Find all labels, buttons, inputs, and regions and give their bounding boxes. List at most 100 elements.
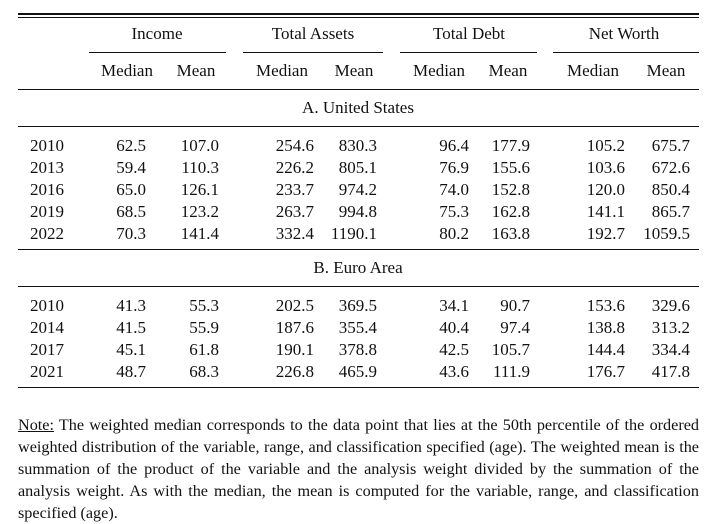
top-rule-inner: [18, 17, 699, 18]
table-bottom-rule: [18, 387, 699, 388]
debt-mean-cell: 111.9: [493, 362, 530, 381]
networth-mean-cell: 313.2: [651, 318, 690, 337]
panel-b-title-rule: [18, 286, 699, 287]
income-mean-cell: 141.4: [180, 224, 219, 243]
networth-median-cell: 192.7: [586, 224, 625, 243]
networth-mean-cell: 865.7: [651, 202, 690, 221]
row-year: 2016: [30, 180, 64, 199]
income-median-cell: 41.5: [116, 318, 146, 337]
debt-median-cell: 80.2: [439, 224, 469, 243]
networth-mean-cell: 1059.5: [643, 224, 690, 243]
debt-mean-cell: 162.8: [491, 202, 530, 221]
assets-mean-cell: 465.9: [338, 362, 377, 381]
debt-mean-cell: 177.9: [491, 136, 530, 155]
networth-median-cell: 138.8: [586, 318, 625, 337]
assets-mean-cell: 1190.1: [330, 224, 377, 243]
debt-mean-cell: 90.7: [500, 296, 530, 315]
assets-median-cell: 263.7: [275, 202, 314, 221]
row-year: 2017: [30, 340, 64, 359]
assets-median-cell: 202.5: [275, 296, 314, 315]
panel-b-title: B. Euro Area: [313, 258, 403, 277]
group-header-total-debt: Total Debt: [433, 24, 505, 43]
income-median-cell: 70.3: [116, 224, 146, 243]
panel-a-title: A. United States: [302, 98, 414, 117]
debt-median-cell: 43.6: [439, 362, 469, 381]
networth-median-cell: 176.7: [586, 362, 625, 381]
note-text: The weighted median corresponds to the d…: [18, 416, 699, 523]
debt-mean-cell: 105.7: [491, 340, 530, 359]
income-median-cell: 65.0: [116, 180, 146, 199]
debt-mean-cell: 152.8: [491, 180, 530, 199]
top-rule: [18, 13, 699, 15]
income-mean-cell: 126.1: [180, 180, 219, 199]
debt-median-cell: 75.3: [439, 202, 469, 221]
assets-median-cell: 190.1: [275, 340, 314, 359]
assets-median-cell: 254.6: [275, 136, 314, 155]
debt-median-cell: 34.1: [439, 296, 469, 315]
table-figure: Income Total Assets Total Debt Net Worth…: [18, 13, 699, 522]
subheader-mean: Mean: [334, 61, 374, 80]
debt-median-cell: 96.4: [439, 136, 469, 155]
networth-median-cell: 105.2: [586, 136, 625, 155]
debt-median-cell: 76.9: [439, 158, 469, 177]
debt-mean-cell: 97.4: [500, 318, 530, 337]
assets-mean-cell: 355.4: [338, 318, 377, 337]
note-label: Note:: [18, 416, 54, 435]
networth-median-cell: 153.6: [586, 296, 625, 315]
income-median-cell: 48.7: [116, 362, 146, 381]
networth-median-cell: 120.0: [586, 180, 625, 199]
subheader-median: Median: [413, 61, 465, 80]
row-year: 2010: [30, 296, 64, 315]
assets-median-cell: 226.2: [275, 158, 314, 177]
cmidrule-income: [89, 52, 226, 53]
assets-mean-cell: 830.3: [338, 136, 377, 155]
income-mean-cell: 68.3: [189, 362, 219, 381]
debt-mean-cell: 163.8: [491, 224, 530, 243]
assets-mean-cell: 369.5: [338, 296, 377, 315]
subheader-median: Median: [567, 61, 619, 80]
row-year: 2019: [30, 202, 64, 221]
networth-mean-cell: 417.8: [651, 362, 690, 381]
cmidrule-net-worth: [553, 52, 699, 53]
networth-mean-cell: 675.7: [651, 136, 690, 155]
income-mean-cell: 110.3: [181, 158, 219, 177]
row-year: 2010: [30, 136, 64, 155]
panel-a-bottom-rule: [18, 249, 699, 250]
row-year: 2021: [30, 362, 64, 381]
cmidrule-total-assets: [243, 52, 383, 53]
panel-a-title-rule: [18, 126, 699, 127]
assets-mean-cell: 378.8: [338, 340, 377, 359]
row-year: 2014: [30, 318, 64, 337]
assets-mean-cell: 994.8: [338, 202, 377, 221]
subheader-mean: Mean: [176, 61, 216, 80]
assets-median-cell: 233.7: [275, 180, 314, 199]
assets-median-cell: 226.8: [275, 362, 314, 381]
networth-median-cell: 144.4: [586, 340, 625, 359]
assets-mean-cell: 805.1: [338, 158, 377, 177]
group-header-net-worth: Net Worth: [588, 24, 660, 43]
row-year: 2013: [30, 158, 64, 177]
income-mean-cell: 123.2: [180, 202, 219, 221]
header-rule: [18, 89, 699, 90]
networth-median-cell: 141.1: [586, 202, 625, 221]
income-median-cell: 68.5: [116, 202, 146, 221]
debt-median-cell: 42.5: [439, 340, 469, 359]
row-year: 2022: [30, 224, 64, 243]
income-median-cell: 62.5: [116, 136, 146, 155]
networth-mean-cell: 672.6: [651, 158, 690, 177]
debt-mean-cell: 155.6: [491, 158, 530, 177]
income-median-cell: 41.3: [116, 296, 146, 315]
networth-mean-cell: 329.6: [651, 296, 690, 315]
group-header-income: Income: [131, 24, 183, 43]
subheader-median: Median: [256, 61, 308, 80]
cmidrule-total-debt: [400, 52, 537, 53]
income-mean-cell: 107.0: [180, 136, 219, 155]
group-header-total-assets: Total Assets: [271, 24, 355, 43]
assets-median-cell: 187.6: [275, 318, 314, 337]
income-mean-cell: 61.8: [189, 340, 219, 359]
networth-mean-cell: 850.4: [651, 180, 690, 199]
income-median-cell: 45.1: [116, 340, 146, 359]
assets-mean-cell: 974.2: [338, 180, 377, 199]
debt-median-cell: 40.4: [439, 318, 469, 337]
subheader-mean: Mean: [488, 61, 528, 80]
